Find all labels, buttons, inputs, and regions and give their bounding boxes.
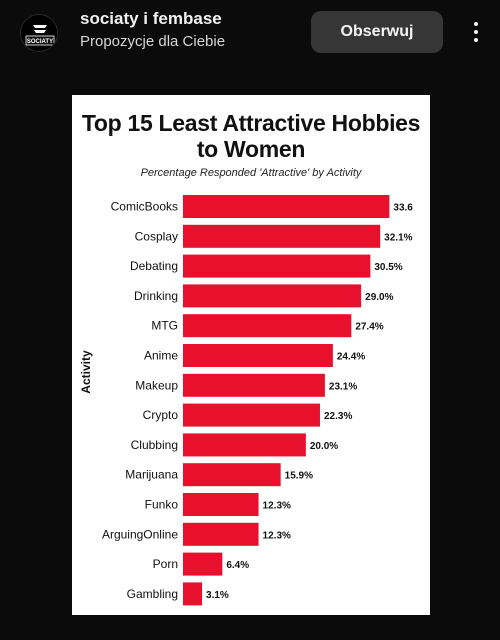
account-avatar[interactable]: SOCIATY [20,14,58,52]
suggestion-label: Propozycje dla Ciebie [80,33,226,50]
svg-text:SOCIATY: SOCIATY [27,39,53,45]
category-label: MTG [151,319,178,333]
category-label: Marijuana [125,468,178,482]
category-label: ComicBooks [111,200,178,214]
data-label: 3.1% [206,590,229,601]
category-label: Anime [144,349,178,363]
category-label: Gambling [127,587,178,601]
bar [183,552,223,576]
more-options-icon[interactable] [464,14,488,50]
data-label: 33.6 [393,203,413,214]
bar [183,314,352,338]
bar [183,582,203,606]
category-label: ArguingOnline [102,527,178,541]
chart-title: Top 15 Least Attractive Hobbies to Women [81,110,421,162]
category-label: Debating [130,259,178,273]
category-label: Drinking [134,289,178,303]
sociaty-logo-icon: SOCIATY [21,15,57,51]
chart-subtitle: Percentage Responded 'Attractive' by Act… [140,167,362,179]
data-label: 29.0% [365,292,393,303]
data-label: 15.9% [285,471,313,482]
data-label: 22.3% [324,411,352,422]
bar [183,373,325,397]
category-label: Clubbing [131,438,178,452]
category-label: Crypto [143,408,179,422]
more-dot [474,22,478,26]
bar [183,254,371,278]
more-dot [474,38,478,42]
category-label: Porn [153,557,178,571]
data-label: 24.4% [337,352,365,363]
data-label: 6.4% [226,560,249,571]
data-label: 12.3% [263,530,291,541]
bar [183,463,281,487]
more-dot [474,30,478,34]
data-label: 12.3% [263,501,291,512]
data-label: 32.1% [384,232,412,243]
bar [183,522,259,546]
follow-button[interactable]: Obserwuj [311,11,443,53]
post-image-chart[interactable]: Top 15 Least Attractive Hobbies to Women… [72,95,430,615]
bar [183,344,333,367]
data-label: 27.4% [355,322,383,333]
post-header: SOCIATY sociaty i fembase Propozycje dla… [0,0,500,64]
bar [183,284,362,308]
bar [183,433,306,457]
bar [183,403,320,427]
data-label: 23.1% [329,381,357,392]
category-label: Funko [145,498,179,512]
category-label: Cosplay [135,229,178,243]
data-label: 20.0% [310,441,338,452]
account-name[interactable]: sociaty i fembase [80,9,222,28]
bar [183,224,381,248]
bar [183,493,259,516]
data-label: 30.5% [374,262,402,273]
bar-chart: ComicBooks 33.6 Cosplay 32.1% Debating 30.5% D… [102,195,413,606]
bar [183,195,390,218]
category-label: Makeup [135,378,178,392]
